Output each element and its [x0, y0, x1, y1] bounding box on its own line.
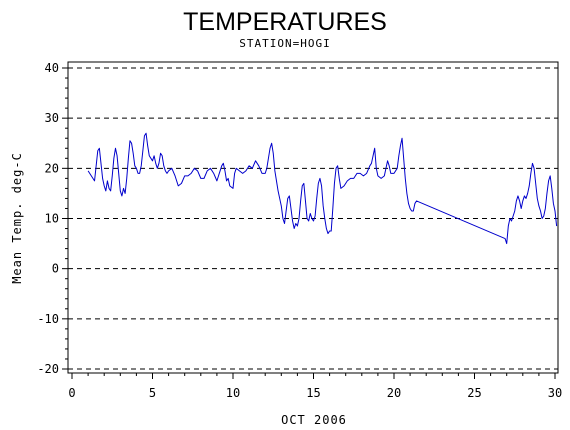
x-tick-label: 15	[306, 386, 320, 400]
y-tick-label: 20	[45, 161, 59, 175]
y-axis-label: Mean Temp. deg-C	[10, 152, 24, 284]
x-tick-label: 20	[387, 386, 401, 400]
y-tick-label: 10	[45, 212, 59, 226]
y-tick-label: 40	[45, 61, 59, 75]
series-layer	[87, 132, 558, 245]
x-tick-label: 25	[467, 386, 481, 400]
grid-lines	[68, 67, 558, 370]
x-tick-label: 10	[226, 386, 240, 400]
axis-ticks	[62, 67, 556, 379]
chart-subtitle: STATION=HOGI	[239, 37, 330, 50]
x-tick-label: 5	[149, 386, 156, 400]
y-tick-label: -10	[37, 312, 59, 326]
y-tick-label: 30	[45, 111, 59, 125]
x-axis-label: OCT 2006	[281, 413, 347, 427]
series-line	[87, 132, 558, 245]
plot-frame	[67, 61, 559, 374]
chart-title: TEMPERATURES	[183, 8, 387, 36]
y-tick-label: 0	[52, 262, 59, 276]
x-tick-label: 30	[548, 386, 562, 400]
tick-labels: -20 -10 0 10 20 30 40 0 5 10 15 20 25 30	[37, 61, 562, 400]
x-tick-label: 0	[68, 386, 75, 400]
y-tick-label: -20	[37, 362, 59, 376]
